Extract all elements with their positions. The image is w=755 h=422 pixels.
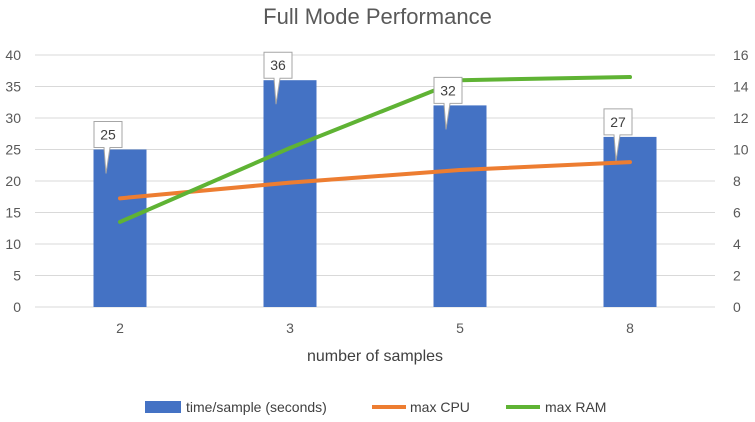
y-left-tick-label: 25 <box>5 142 21 158</box>
y-right-tick-label: 12 <box>733 110 749 126</box>
x-tick-label: 3 <box>286 320 294 336</box>
data-label: 25 <box>100 127 116 143</box>
y-left-tick-label: 40 <box>5 47 21 63</box>
y-right-tick-label: 4 <box>733 236 741 252</box>
x-tick-label: 8 <box>626 320 634 336</box>
data-label-callout <box>263 51 293 105</box>
chart-title: Full Mode Performance <box>263 4 492 29</box>
bar <box>603 136 657 307</box>
y-right-tick-label: 8 <box>733 173 741 189</box>
data-label-callout <box>603 108 633 161</box>
legend-label: max CPU <box>410 399 470 415</box>
y-right-tick-label: 6 <box>733 205 741 221</box>
y-left-tick-label: 5 <box>13 268 21 284</box>
legend-label: max RAM <box>545 399 606 415</box>
bar <box>93 149 147 307</box>
y-left-tick-label: 0 <box>13 299 21 315</box>
data-label-callout <box>93 121 123 174</box>
data-label: 36 <box>270 57 286 73</box>
y-left-tick-label: 35 <box>5 79 21 95</box>
x-tick-label: 2 <box>116 320 124 336</box>
y-right-tick-label: 0 <box>733 299 741 315</box>
data-label-callout <box>433 76 463 130</box>
y-left-tick-label: 10 <box>5 236 21 252</box>
y-left-tick-label: 15 <box>5 205 21 221</box>
series-line-max-cpu <box>118 160 632 201</box>
data-label: 27 <box>610 114 626 130</box>
y-right-tick-label: 14 <box>733 79 749 95</box>
legend-label: time/sample (seconds) <box>186 399 327 415</box>
bar <box>433 105 487 308</box>
data-label: 32 <box>440 82 456 98</box>
x-tick-label: 5 <box>456 320 464 336</box>
y-right-tick-label: 16 <box>733 47 749 63</box>
legend-swatch-time-sample-seconds- <box>145 401 181 413</box>
series-line-max-ram <box>118 75 632 224</box>
x-axis-label: number of samples <box>307 348 443 365</box>
y-right-tick-label: 2 <box>733 268 741 284</box>
y-left-tick-label: 20 <box>5 173 21 189</box>
y-right-tick-label: 10 <box>733 142 749 158</box>
y-left-tick-label: 30 <box>5 110 21 126</box>
bar <box>263 80 317 307</box>
